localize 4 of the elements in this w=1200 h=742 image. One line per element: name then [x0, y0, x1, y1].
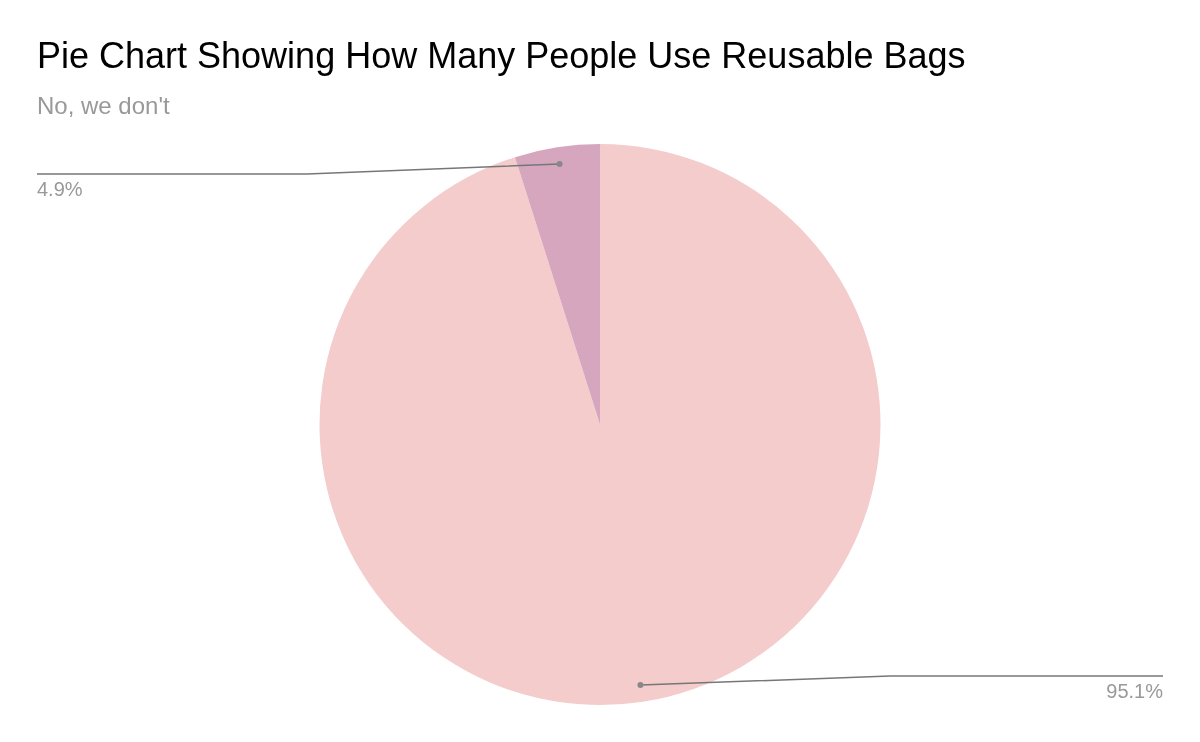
chart-title: Pie Chart Showing How Many People Use Reusable Bags — [37, 35, 966, 76]
chart-subtitle: No, we don't — [37, 92, 170, 119]
data-label: 95.1% — [1106, 680, 1164, 703]
data-label: 4.9% — [37, 177, 83, 200]
